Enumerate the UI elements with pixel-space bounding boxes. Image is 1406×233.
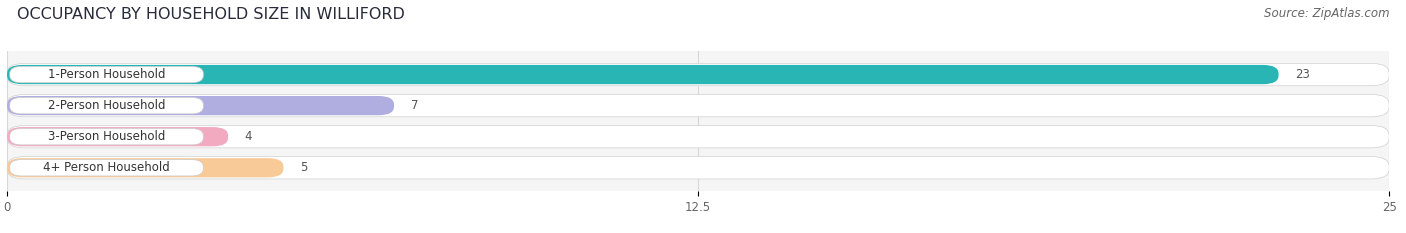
FancyBboxPatch shape	[10, 97, 204, 114]
Text: 1-Person Household: 1-Person Household	[48, 68, 166, 81]
Text: Source: ZipAtlas.com: Source: ZipAtlas.com	[1264, 7, 1389, 20]
FancyBboxPatch shape	[7, 94, 1389, 117]
Text: 2-Person Household: 2-Person Household	[48, 99, 166, 112]
FancyBboxPatch shape	[10, 160, 204, 176]
FancyBboxPatch shape	[7, 126, 1389, 148]
Text: 3-Person Household: 3-Person Household	[48, 130, 166, 143]
Text: 4: 4	[245, 130, 252, 143]
FancyBboxPatch shape	[7, 158, 284, 177]
FancyBboxPatch shape	[10, 129, 204, 145]
Text: 23: 23	[1295, 68, 1310, 81]
FancyBboxPatch shape	[10, 66, 204, 83]
FancyBboxPatch shape	[7, 157, 1389, 179]
Text: 7: 7	[411, 99, 418, 112]
FancyBboxPatch shape	[7, 127, 228, 146]
FancyBboxPatch shape	[7, 96, 394, 115]
Text: OCCUPANCY BY HOUSEHOLD SIZE IN WILLIFORD: OCCUPANCY BY HOUSEHOLD SIZE IN WILLIFORD	[17, 7, 405, 22]
FancyBboxPatch shape	[7, 63, 1389, 86]
Text: 5: 5	[299, 161, 308, 174]
FancyBboxPatch shape	[7, 65, 1278, 84]
Text: 4+ Person Household: 4+ Person Household	[44, 161, 170, 174]
